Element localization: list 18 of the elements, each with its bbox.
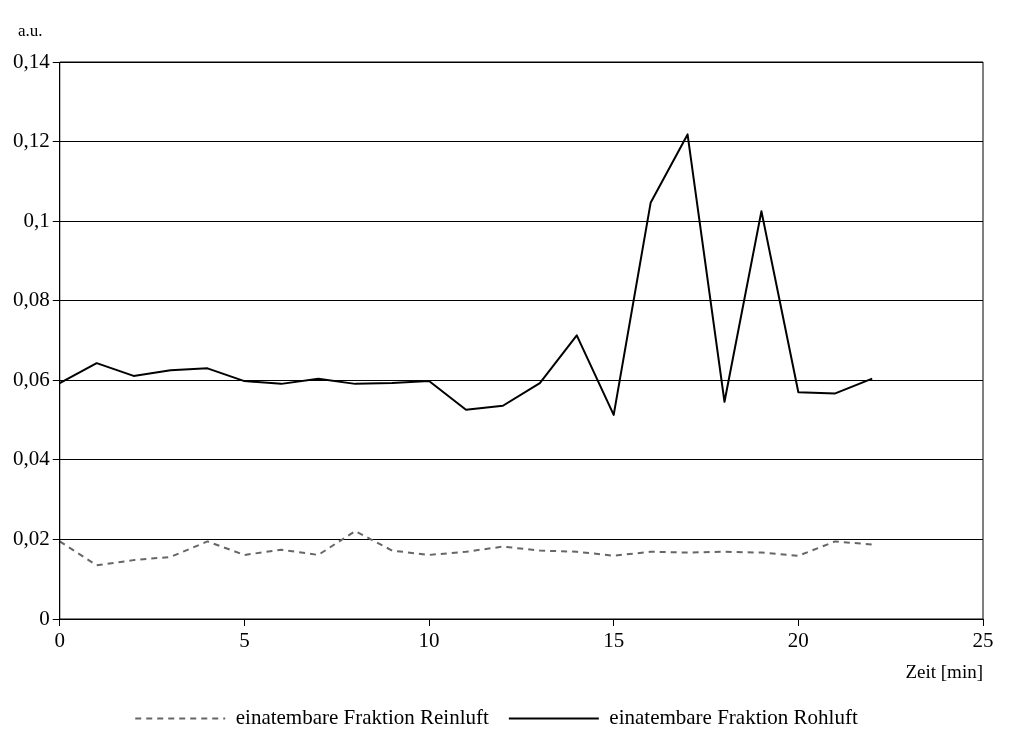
line-series bbox=[59, 530, 874, 567]
x-tick-label: 5 bbox=[239, 628, 250, 653]
x-tick-label: 20 bbox=[787, 628, 809, 653]
legend-label: einatembare Fraktion Rohluft bbox=[609, 705, 858, 730]
y-axis-title: a.u. bbox=[18, 20, 43, 40]
y-tick-label: 0,04 bbox=[13, 446, 51, 471]
y-tick-label: 0,08 bbox=[13, 287, 50, 312]
y-tick-label: 0,02 bbox=[13, 525, 50, 550]
y-tick-label: 0,12 bbox=[13, 128, 50, 153]
y-tick-label: 0 bbox=[39, 605, 50, 630]
x-axis-title: Zeit [min] bbox=[905, 660, 983, 682]
x-tick-label: 15 bbox=[603, 628, 625, 653]
y-tick-label: 0,06 bbox=[13, 366, 50, 391]
y-tick-label: 0,14 bbox=[13, 48, 51, 73]
x-tick-label: 10 bbox=[418, 628, 440, 653]
y-tick-label: 0,1 bbox=[23, 207, 50, 232]
x-tick-label: 25 bbox=[972, 628, 994, 653]
legend-label: einatembare Fraktion Reinluft bbox=[235, 705, 489, 730]
